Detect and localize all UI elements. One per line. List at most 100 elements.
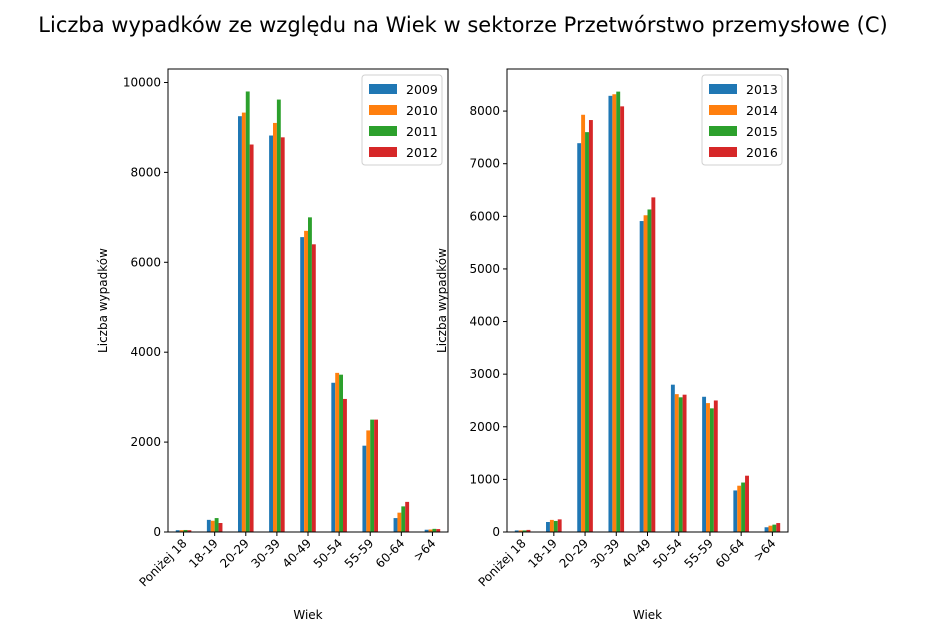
bar-2009-60-64: [393, 518, 398, 532]
bar-2009-55-59: [362, 445, 367, 532]
bar-2012-60-64: [405, 501, 410, 532]
bar-2009-50-54: [331, 382, 336, 532]
legend-swatch-2012: [369, 147, 397, 157]
bar-2010-20-29: [241, 112, 246, 532]
bar-2014-18-19: [549, 519, 554, 532]
x-tick-label: Poniżej 18: [137, 536, 190, 589]
bar-2016-18-19: [557, 519, 562, 532]
y-tick-label: 5000: [469, 262, 500, 276]
bar-2010-55-59: [366, 430, 371, 532]
x-axis-label: Wiek: [633, 608, 662, 622]
bar-2012-50-54: [343, 398, 347, 532]
bar-2012-20-29: [249, 144, 254, 532]
bar-2011-Poniżej 18: [183, 529, 188, 532]
x-tick-label: 40-49: [280, 536, 315, 571]
y-tick-label: 7000: [469, 157, 500, 171]
legend-swatch-2014: [709, 105, 737, 115]
y-tick-label: 0: [492, 525, 500, 539]
x-tick-label: 55-59: [682, 536, 717, 571]
y-axis-label: Liczba wypadków: [96, 248, 110, 353]
bar-2011-18-19: [214, 518, 219, 532]
bar-2015-60-64: [741, 482, 746, 532]
y-tick-label: 4000: [469, 315, 500, 329]
x-tick-label: 18-19: [525, 536, 560, 571]
bar-2014-60-64: [737, 485, 742, 532]
legend-label-2013: 2013: [746, 82, 778, 97]
bar-2016-40-49: [651, 197, 656, 532]
bar-2014-Poniżej 18: [518, 530, 523, 532]
bar-2011-20-29: [245, 91, 250, 532]
x-tick-label: 30-39: [248, 536, 283, 571]
y-tick-label: 8000: [130, 165, 161, 179]
bar-2010-50-54: [335, 372, 340, 532]
bar-2013-50-54: [670, 384, 675, 532]
x-tick-label: 18-19: [186, 536, 221, 571]
y-tick-label: 8000: [469, 104, 500, 118]
bar-2013-60-64: [733, 490, 738, 532]
legend-label-2011: 2011: [406, 124, 438, 139]
bar-2015-18-19: [553, 520, 558, 532]
bar-2016-Poniżej 18: [526, 529, 531, 532]
bar-2013-40-49: [639, 221, 644, 533]
bar-2010-40-49: [304, 230, 308, 532]
bar-2011->64: [432, 528, 437, 532]
bar-2015-Poniżej 18: [522, 530, 527, 532]
y-tick-label: 4000: [130, 345, 161, 359]
bar-2014-55-59: [706, 403, 710, 532]
y-tick-label: 0: [153, 525, 161, 539]
bar-2009-18-19: [206, 519, 211, 532]
bar-2011-60-64: [401, 506, 406, 532]
bar-2009->64: [424, 529, 429, 532]
x-tick-label: 40-49: [619, 536, 654, 571]
bar-2010-60-64: [397, 512, 402, 532]
bar-2009-40-49: [300, 237, 305, 532]
bar-2014->64: [768, 525, 773, 532]
bar-2012-30-39: [280, 137, 285, 532]
x-tick-label: 20-29: [217, 536, 252, 571]
bar-2014-50-54: [674, 394, 679, 532]
legend: 2013 2014 2015 2016: [701, 74, 783, 166]
bar-2014-30-39: [612, 94, 617, 532]
legend-swatch-2015: [709, 126, 737, 136]
bar-2015-50-54: [678, 397, 683, 532]
legend-label-2016: 2016: [746, 145, 778, 160]
y-tick-label: 3000: [469, 367, 500, 381]
bar-2014-20-29: [581, 114, 586, 533]
x-tick-label: >64: [411, 536, 439, 564]
chart-left: 0 2000 4000 6000 8000 10000 Poniżej 1818-1920-…: [96, 68, 449, 622]
bar-2011-55-59: [370, 419, 375, 532]
y-tick-label: 2000: [469, 420, 500, 434]
bar-2015->64: [772, 524, 777, 532]
legend-box: [701, 74, 783, 166]
legend-label-2009: 2009: [406, 82, 438, 97]
x-tick-label: 30-39: [588, 536, 623, 571]
x-tick-label: Poniżej 18: [476, 536, 529, 589]
bar-2013-55-59: [702, 396, 707, 532]
legend-swatch-2011: [369, 126, 397, 136]
bar-2012-18-19: [218, 523, 223, 532]
x-tick-label: 50-54: [650, 536, 685, 571]
y-tick-label: 6000: [130, 255, 161, 269]
bar-2016-55-59: [713, 400, 718, 532]
legend-swatch-2009: [369, 84, 397, 94]
bar-2016-60-64: [745, 475, 749, 532]
bar-2009-20-29: [238, 116, 242, 532]
bar-2012->64: [436, 529, 441, 532]
x-tick-label: 50-54: [311, 536, 346, 571]
legend-label-2014: 2014: [746, 103, 778, 118]
bar-2016-20-29: [588, 120, 593, 532]
bar-2015-30-39: [616, 91, 621, 533]
bar-2012-40-49: [311, 244, 316, 532]
bar-2016-50-54: [682, 394, 687, 532]
legend-label-2015: 2015: [746, 124, 778, 139]
chart-right: 0 1000 2000 3000 4000 5000 6000 7000 8000 Poniżej…: [435, 68, 789, 622]
legend-label-2012: 2012: [406, 145, 438, 160]
x-axis-label: Wiek: [293, 608, 322, 622]
bar-2010-Poniżej 18: [179, 530, 184, 532]
bar-2009-Poniżej 18: [175, 530, 180, 532]
y-tick-label: 10000: [123, 75, 161, 89]
bar-2012-55-59: [374, 419, 378, 532]
bar-2010->64: [428, 529, 433, 532]
bar-2009-30-39: [269, 135, 273, 532]
bar-2013-30-39: [608, 95, 613, 532]
